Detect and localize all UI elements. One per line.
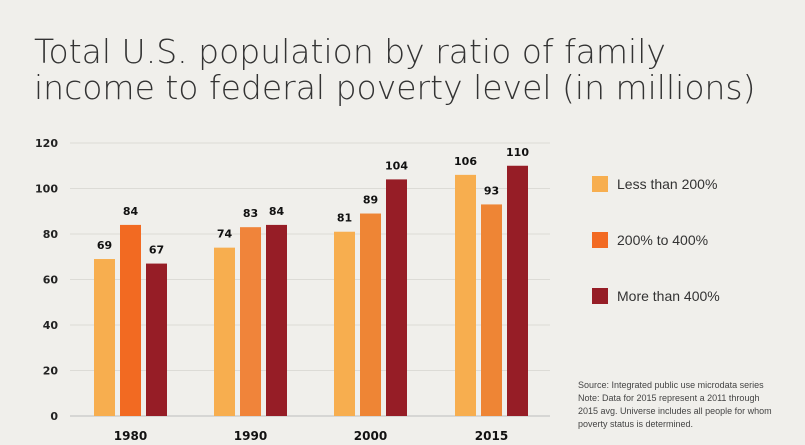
bar-1980-series-2 xyxy=(120,224,141,416)
legend-label-more-than-400: More than 400% xyxy=(617,288,720,304)
y-tick-label: 0 xyxy=(50,410,58,423)
y-tick-label: 120 xyxy=(35,137,58,150)
x-tick-label: 2015 xyxy=(475,429,508,443)
legend-swatch-less-than-200 xyxy=(592,176,608,192)
bar-2000-series-1 xyxy=(334,231,355,416)
bar-1990-series-2 xyxy=(240,227,261,416)
y-tick-label: 60 xyxy=(43,274,59,287)
y-tick-label: 80 xyxy=(43,228,59,241)
data-label: 93 xyxy=(484,184,499,197)
data-label: 89 xyxy=(363,194,378,207)
bar-2015-series-2 xyxy=(481,204,502,416)
y-tick-label: 20 xyxy=(43,365,59,378)
data-label: 74 xyxy=(217,228,233,241)
source-line-2: Note: Data for 2015 represent a 2011 thr… xyxy=(578,393,760,403)
source-line-4: poverty status is determined. xyxy=(578,419,694,429)
x-tick-label: 2000 xyxy=(354,429,387,443)
legend-swatch-more-than-400 xyxy=(592,288,608,304)
y-tick-label: 40 xyxy=(43,319,59,332)
bar-2015-series-1 xyxy=(455,174,476,416)
x-tick-label: 1990 xyxy=(234,429,267,443)
data-label: 84 xyxy=(123,205,139,218)
source-note: Source: Integrated public use microdata … xyxy=(578,379,803,431)
legend-item-200-to-400: 200% to 400% xyxy=(592,231,720,249)
legend-item-less-than-200: Less than 200% xyxy=(592,175,720,193)
data-label: 110 xyxy=(506,146,529,159)
legend-label-less-than-200: Less than 200% xyxy=(617,176,718,192)
legend-label-200-to-400: 200% to 400% xyxy=(617,232,709,248)
data-label: 81 xyxy=(337,212,352,225)
chart-title-line-2: income to federal poverty level (in mill… xyxy=(34,68,756,107)
legend-item-more-than-400: More than 400% xyxy=(592,287,720,305)
bar-1990-series-1 xyxy=(214,247,235,416)
data-label: 83 xyxy=(243,207,258,220)
bar-1990-series-3 xyxy=(266,224,287,416)
data-label: 69 xyxy=(97,239,112,252)
source-line-1: Source: Integrated public use microdata … xyxy=(578,380,764,390)
y-tick-label: 100 xyxy=(35,183,58,196)
data-label: 104 xyxy=(385,159,408,172)
bar-2000-series-3 xyxy=(386,179,407,416)
chart-legend: Less than 200% 200% to 400% More than 40… xyxy=(592,175,720,343)
legend-swatch-200-to-400 xyxy=(592,232,608,248)
bar-2000-series-2 xyxy=(360,213,381,416)
data-label: 106 xyxy=(454,155,477,168)
chart-title: Total U.S. population by ratio of family… xyxy=(34,34,794,106)
data-label: 67 xyxy=(149,244,164,257)
data-label: 84 xyxy=(269,205,285,218)
x-tick-label: 1980 xyxy=(114,429,147,443)
bar-2015-series-3 xyxy=(507,165,528,416)
bar-1980-series-3 xyxy=(146,263,167,416)
chart-title-line-1: Total U.S. population by ratio of family xyxy=(34,32,666,71)
bar-1980-series-1 xyxy=(94,259,115,416)
source-line-3: 2015 avg. Universe includes all people f… xyxy=(578,406,772,416)
